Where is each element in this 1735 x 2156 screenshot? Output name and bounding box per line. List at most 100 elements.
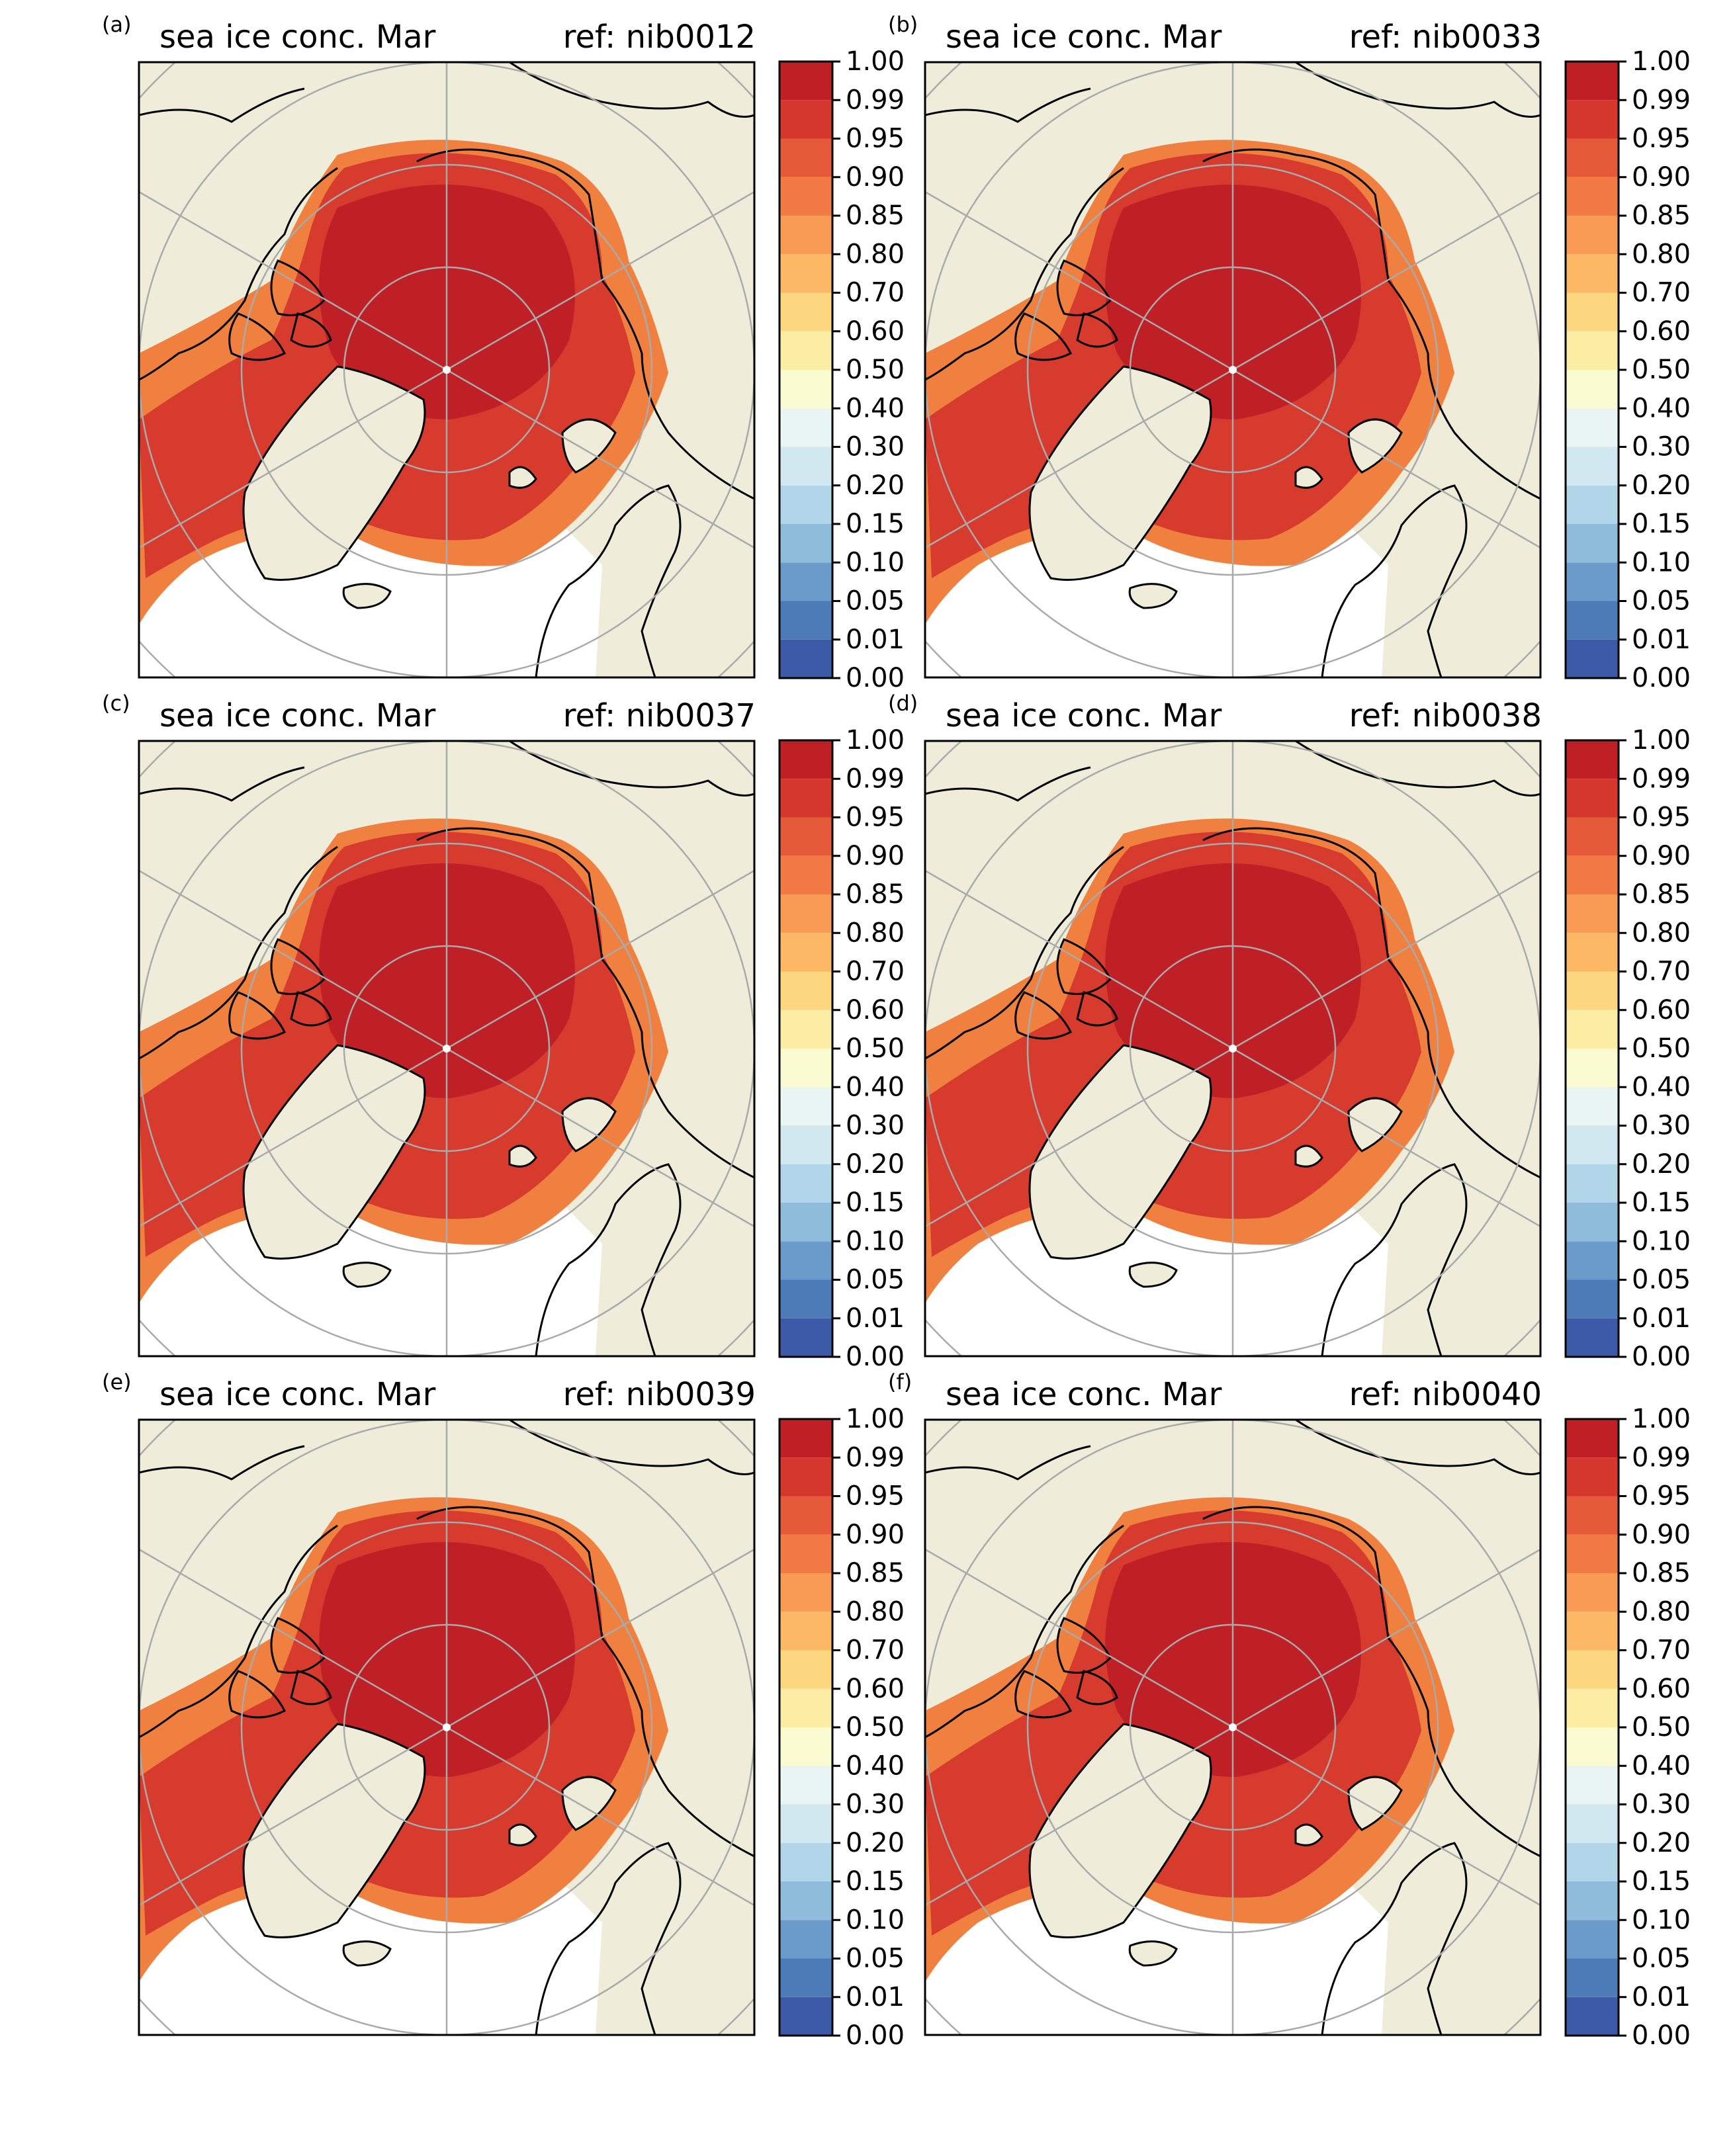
svg-text:0.85: 0.85	[846, 200, 905, 231]
colorbar: 0.00 0.01 0.05 0.10 0.15 0.20 0.30 0.40 0.50 0.60…	[1564, 46, 1691, 693]
svg-text:0.05: 0.05	[1632, 1944, 1691, 1974]
svg-text:1.00: 1.00	[846, 725, 905, 755]
svg-text:0.60: 0.60	[1632, 316, 1691, 347]
svg-text:0.70: 0.70	[846, 1635, 905, 1666]
svg-text:1.00: 1.00	[846, 46, 905, 77]
svg-text:0.80: 0.80	[846, 1596, 905, 1627]
svg-text:0.90: 0.90	[1632, 841, 1691, 871]
svg-text:0.01: 0.01	[1632, 1303, 1691, 1334]
panel-c: (c) sea ice conc. Mar ref: nib0037 0.00 0…	[102, 691, 905, 1372]
svg-text:0.10: 0.10	[1632, 1226, 1691, 1256]
svg-text:0.01: 0.01	[1632, 1982, 1691, 2012]
panel-ref: ref: nib0037	[563, 697, 756, 734]
svg-text:0.20: 0.20	[1632, 1149, 1691, 1180]
svg-text:0.85: 0.85	[846, 879, 905, 910]
svg-text:0.05: 0.05	[1632, 586, 1691, 617]
svg-text:0.80: 0.80	[846, 239, 905, 269]
svg-text:1.00: 1.00	[1632, 46, 1691, 77]
svg-text:1.00: 1.00	[846, 1404, 905, 1434]
panel-b: (b) sea ice conc. Mar ref: nib0033 0.000…	[888, 12, 1691, 693]
svg-text:0.80: 0.80	[1632, 1596, 1691, 1627]
svg-text:0.40: 0.40	[846, 1750, 905, 1781]
svg-text:0.95: 0.95	[1632, 1481, 1691, 1512]
svg-text:0.15: 0.15	[1632, 1187, 1691, 1218]
svg-text:0.50: 0.50	[1632, 1712, 1691, 1743]
svg-text:0.50: 0.50	[846, 355, 905, 385]
svg-text:0.00: 0.00	[1632, 2020, 1691, 2051]
polar-map	[138, 1418, 756, 2036]
svg-text:0.10: 0.10	[846, 1905, 905, 1935]
svg-text:0.90: 0.90	[846, 1520, 905, 1550]
svg-text:0.01: 0.01	[846, 1982, 905, 2012]
svg-text:0.99: 0.99	[1632, 763, 1691, 794]
svg-text:0.70: 0.70	[1632, 957, 1691, 987]
svg-text:0.70: 0.70	[1632, 278, 1691, 308]
svg-text:0.00: 0.00	[1632, 663, 1691, 693]
svg-text:0.30: 0.30	[846, 1111, 905, 1141]
svg-text:0.40: 0.40	[1632, 1072, 1691, 1102]
svg-text:0.20: 0.20	[846, 470, 905, 501]
svg-text:0.80: 0.80	[846, 918, 905, 948]
panel-ref: ref: nib0012	[563, 19, 756, 56]
svg-text:0.01: 0.01	[1632, 625, 1691, 655]
panel-letter: (e)	[102, 1369, 132, 1395]
panel-ref: ref: nib0039	[563, 1376, 756, 1413]
svg-text:0.15: 0.15	[846, 1187, 905, 1218]
svg-text:0.30: 0.30	[846, 432, 905, 462]
svg-text:0.60: 0.60	[1632, 1674, 1691, 1704]
svg-text:0.30: 0.30	[1632, 1111, 1691, 1141]
svg-text:0.05: 0.05	[846, 1265, 905, 1295]
svg-text:0.80: 0.80	[1632, 239, 1691, 269]
panel-title: sea ice conc. Mar	[946, 697, 1222, 734]
svg-text:0.15: 0.15	[1632, 1866, 1691, 1897]
panel-ref: ref: nib0038	[1349, 697, 1542, 734]
colorbar: 0.00 0.01 0.05 0.10 0.15 0.20 0.30 0.40 0.50 0.60…	[1564, 1404, 1691, 2051]
svg-text:0.85: 0.85	[846, 1558, 905, 1588]
svg-text:0.20: 0.20	[846, 1149, 905, 1180]
svg-text:0.10: 0.10	[1632, 1905, 1691, 1935]
svg-text:0.95: 0.95	[846, 1481, 905, 1512]
polar-map	[924, 1418, 1542, 2036]
panel-letter: (a)	[102, 12, 132, 37]
svg-text:0.40: 0.40	[1632, 393, 1691, 423]
svg-text:0.90: 0.90	[1632, 1520, 1691, 1550]
svg-text:0.00: 0.00	[846, 663, 905, 693]
polar-map	[138, 61, 756, 679]
svg-text:0.99: 0.99	[1632, 1442, 1691, 1473]
svg-text:0.05: 0.05	[846, 586, 905, 617]
panel-title: sea ice conc. Mar	[159, 697, 436, 734]
panel-title: sea ice conc. Mar	[159, 1376, 436, 1413]
svg-text:0.15: 0.15	[846, 509, 905, 539]
panel-letter: (f)	[888, 1369, 912, 1395]
panel-ref: ref: nib0033	[1349, 19, 1542, 56]
svg-text:0.30: 0.30	[1632, 1789, 1691, 1820]
panel-a: (a) sea ice conc. Mar ref: nib0012 0.00 0…	[102, 12, 905, 693]
svg-text:0.90: 0.90	[846, 841, 905, 871]
svg-text:0.95: 0.95	[846, 802, 905, 833]
svg-text:0.30: 0.30	[846, 1789, 905, 1820]
svg-text:0.90: 0.90	[846, 162, 905, 193]
svg-text:0.20: 0.20	[1632, 1828, 1691, 1858]
svg-text:0.40: 0.40	[846, 393, 905, 423]
panel-ref: ref: nib0040	[1349, 1376, 1542, 1413]
svg-text:0.60: 0.60	[846, 316, 905, 347]
panel-title: sea ice conc. Mar	[159, 19, 436, 56]
panel-letter: (d)	[888, 691, 918, 716]
svg-text:0.80: 0.80	[1632, 918, 1691, 948]
svg-text:0.00: 0.00	[846, 1342, 905, 1372]
colorbar: 0.00 0.01 0.05 0.10 0.15 0.20 0.30 0.40 0.50 0.60…	[1564, 725, 1691, 1372]
colorbar: 0.00 0.01 0.05 0.10 0.15 0.20 0.30 0.40 0.50 0.60…	[778, 46, 905, 693]
svg-text:0.10: 0.10	[846, 547, 905, 578]
svg-text:0.20: 0.20	[1632, 470, 1691, 501]
polar-map	[924, 61, 1542, 679]
colorbar: 0.00 0.01 0.05 0.10 0.15 0.20 0.30 0.40 0.50 0.60…	[778, 1404, 905, 2051]
svg-text:0.50: 0.50	[846, 1712, 905, 1743]
svg-text:0.01: 0.01	[846, 1303, 905, 1334]
svg-text:0.60: 0.60	[846, 1674, 905, 1704]
panel-letter: (c)	[102, 691, 130, 716]
svg-text:0.90: 0.90	[1632, 162, 1691, 193]
polar-map	[924, 740, 1542, 1358]
svg-text:0.70: 0.70	[846, 278, 905, 308]
svg-text:0.99: 0.99	[846, 1442, 905, 1473]
